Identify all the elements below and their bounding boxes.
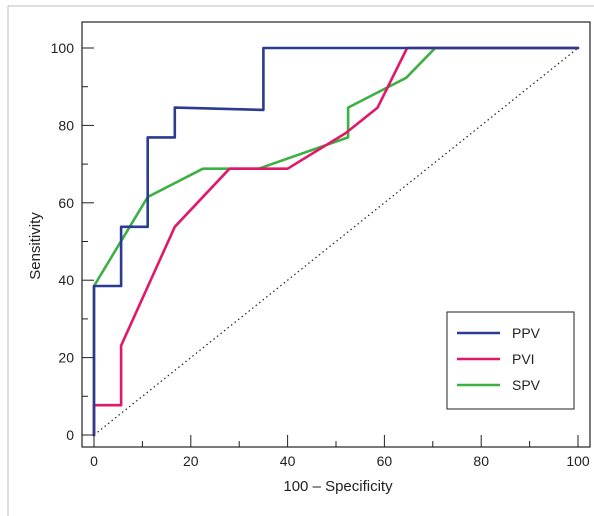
x-tick-label: 80 — [473, 453, 489, 469]
legend-label-pvi: PVI — [512, 351, 535, 367]
y-tick-label: 0 — [66, 427, 74, 443]
legend-items: PPV PVI SPV — [457, 325, 541, 393]
y-tick-label: 80 — [58, 117, 74, 133]
legend-label-ppv: PPV — [512, 325, 541, 341]
x-tick-label: 40 — [280, 453, 296, 469]
y-axis: 0 20 40 60 80 100 — [51, 40, 94, 443]
y-tick-label: 60 — [58, 195, 74, 211]
x-axis-title: 100 – Specificity — [283, 478, 393, 495]
x-axis: 0 20 40 60 80 100 — [90, 435, 590, 469]
x-tick-label: 60 — [377, 453, 393, 469]
y-tick-label: 100 — [51, 40, 75, 56]
legend-label-spv: SPV — [512, 377, 541, 393]
y-tick-label: 40 — [58, 272, 74, 288]
legend: PPV PVI SPV — [446, 311, 575, 410]
y-tick-label: 20 — [58, 350, 74, 366]
legend-box — [446, 311, 575, 410]
series-layer — [92, 46, 580, 437]
series-line-pvi — [92, 46, 580, 437]
series-line-ppv — [92, 46, 580, 437]
x-tick-label: 20 — [183, 453, 199, 469]
x-tick-label: 100 — [566, 453, 590, 469]
x-tick-label: 0 — [90, 453, 98, 469]
y-axis-title: Sensitivity — [27, 212, 44, 280]
